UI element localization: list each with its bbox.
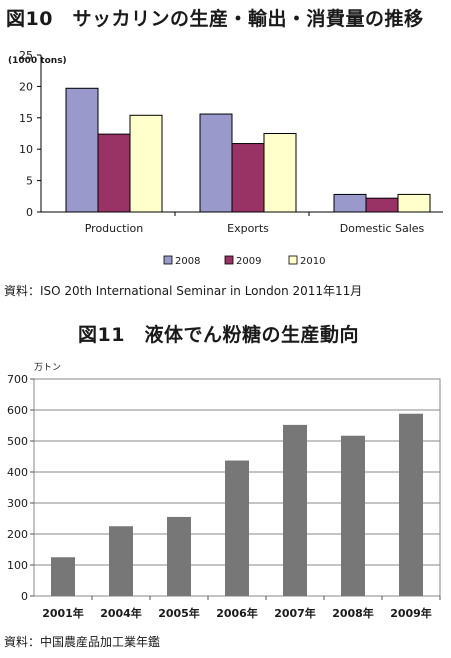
chart1-category-label: Exports bbox=[227, 222, 269, 235]
chart1-y-tick-label: 0 bbox=[26, 206, 33, 219]
chart1-y-axis-label: (1000 tons) bbox=[8, 56, 67, 66]
chart2-y-tick-label: 700 bbox=[7, 373, 28, 386]
chart2-y-tick-label: 100 bbox=[7, 559, 28, 572]
chart1-bar-exports-2009 bbox=[231, 143, 265, 213]
chart1-bar-exports-2008 bbox=[199, 113, 233, 213]
chart1-bar-domestic-sales-2008 bbox=[333, 193, 367, 213]
chart1-legend-swatch-2010 bbox=[288, 255, 298, 265]
chart1-legend-label-2010: 2010 bbox=[300, 256, 325, 267]
chart1-legend-swatch-2009 bbox=[224, 255, 234, 265]
chart1-bar-production-2010 bbox=[129, 114, 163, 213]
chart1-bar-exports-2010 bbox=[263, 133, 297, 213]
chart2-bar-6 bbox=[341, 435, 365, 596]
chart2-category-label: 2001年 bbox=[42, 606, 84, 620]
chart1-y-tick-label: 5 bbox=[26, 175, 33, 188]
chart2-liquid-starch-sugar: 万トン 0 100 200 300 400 500 600 700 2001年 2004年 200… bbox=[7, 363, 441, 620]
chart1-category-label: Domestic Sales bbox=[340, 222, 425, 235]
chart1-y-tick-label: 25 bbox=[19, 49, 33, 62]
chart1-legend-label-2009: 2009 bbox=[236, 256, 261, 267]
chart2-bar-5 bbox=[283, 424, 307, 596]
chart2-y-tick-label: 500 bbox=[7, 435, 28, 448]
chart1-y-tick-label: 20 bbox=[19, 80, 33, 93]
chart1-category-label: Production bbox=[85, 222, 144, 235]
chart2-y-tick-label: 200 bbox=[7, 528, 28, 541]
figure2-title: 図11 液体でん粉糖の生産動向 bbox=[78, 324, 359, 346]
chart2-category-label: 2008年 bbox=[332, 606, 374, 620]
chart1-bar-domestic-sales-2009 bbox=[365, 197, 399, 213]
chart2-bar-2 bbox=[109, 526, 133, 596]
chart1-y-tick-label: 10 bbox=[19, 143, 33, 156]
figure1-source: 資料：ISO 20th International Seminar in Lon… bbox=[4, 284, 363, 298]
chart2-bar-4 bbox=[225, 460, 249, 596]
chart1-bar-production-2008 bbox=[65, 87, 99, 213]
chart2-bar-3 bbox=[167, 516, 191, 596]
chart1-legend-swatch-2008 bbox=[163, 255, 173, 265]
chart2-y-tick-label: 300 bbox=[7, 497, 28, 510]
chart2-category-label: 2004年 bbox=[100, 606, 142, 620]
chart2-y-axis-label: 万トン bbox=[34, 363, 61, 373]
chart2-category-label: 2007年 bbox=[274, 606, 316, 620]
chart2-bar-1 bbox=[51, 557, 75, 596]
chart1-bar-production-2009 bbox=[97, 133, 131, 213]
chart2-y-tick-label: 400 bbox=[7, 466, 28, 479]
chart2-category-label: 2005年 bbox=[158, 606, 200, 620]
chart2-category-label: 2009年 bbox=[390, 606, 432, 620]
chart1-y-tick-label: 15 bbox=[19, 112, 33, 125]
chart1-saccharin: (1000 tons) 0 5 10 15 20 25 Production Exports… bbox=[8, 49, 443, 267]
chart2-category-label: 2006年 bbox=[216, 606, 258, 620]
chart1-bar-domestic-sales-2010 bbox=[397, 193, 431, 213]
chart2-bar-7 bbox=[399, 413, 423, 596]
figure2-source: 資料：中国農産品加工業年鑑 bbox=[4, 635, 161, 649]
chart2-y-tick-label: 600 bbox=[7, 404, 28, 417]
chart2-y-tick-label: 0 bbox=[21, 590, 28, 603]
chart1-legend-label-2008: 2008 bbox=[175, 256, 200, 267]
figure1-title: 図10 サッカリンの生産・輸出・消費量の推移 bbox=[6, 8, 424, 30]
